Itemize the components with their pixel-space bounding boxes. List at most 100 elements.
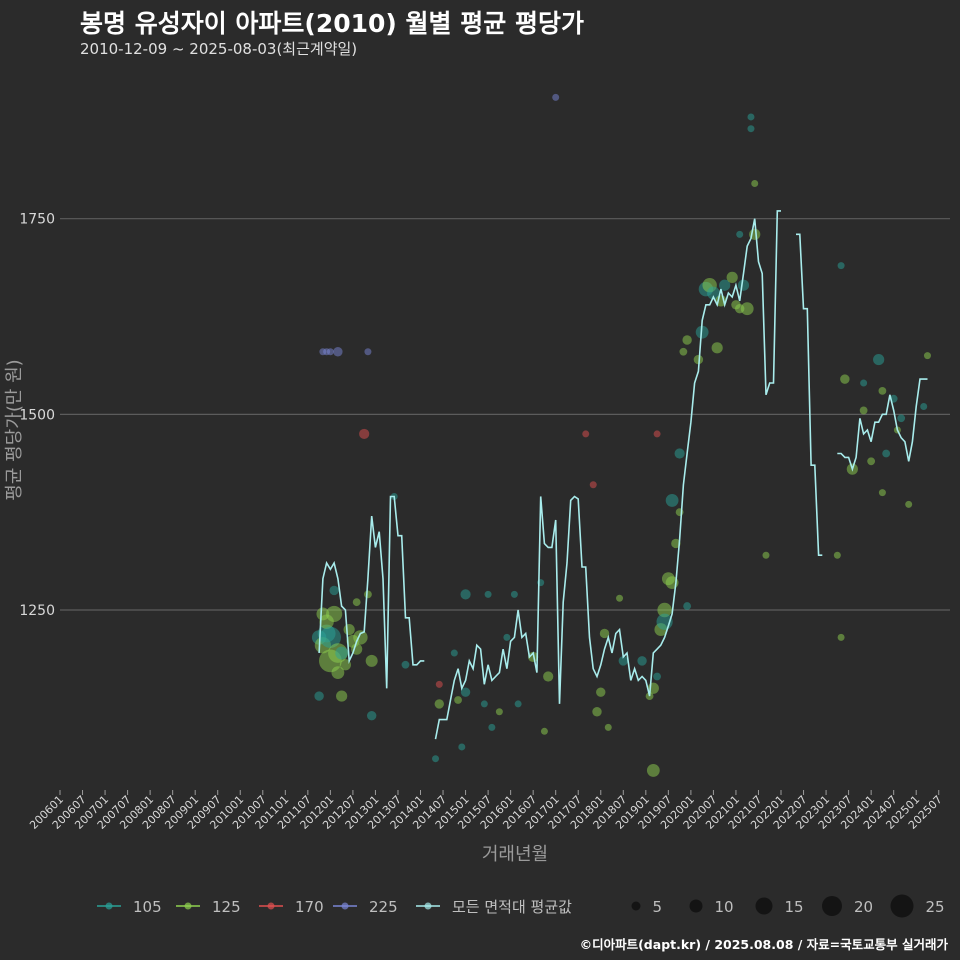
point-225 (552, 93, 560, 101)
x-tick-labels: 2006012006072007012007072008012008072009… (27, 790, 945, 832)
point-105 (366, 710, 377, 721)
legend-key-dot (184, 902, 192, 910)
point-170 (359, 428, 370, 440)
legend-key-dot (105, 902, 113, 910)
legend: 105 125 170 225 모든 면적대 평균값 5 10 15 20 25 (97, 894, 945, 918)
size-legend-label: 10 (715, 898, 734, 916)
point-125 (352, 598, 361, 607)
average-line (318, 210, 928, 740)
point-105 (920, 403, 928, 411)
source-credit: ©디아파트(dapt.kr) / 2025.08.08 / 자료=국토교통부 실… (579, 937, 948, 952)
point-105 (401, 660, 410, 669)
point-105 (683, 602, 692, 610)
legend-label-1: 125 (212, 898, 241, 916)
point-125 (867, 457, 876, 466)
point-105 (747, 113, 755, 121)
size-legend-label: 5 (653, 898, 663, 916)
point-105 (736, 230, 744, 238)
point-105 (674, 448, 685, 459)
point-125 (657, 602, 672, 618)
point-125 (751, 179, 759, 187)
point-105 (695, 325, 709, 339)
point-125 (837, 633, 845, 641)
legend-label-2: 170 (295, 898, 324, 916)
size-legend-dot (631, 901, 641, 911)
point-105 (653, 672, 661, 681)
point-170 (653, 430, 661, 438)
point-105 (488, 723, 496, 731)
point-170 (582, 430, 590, 438)
legend-label-4: 모든 면적대 평균값 (452, 898, 572, 916)
point-125 (339, 659, 352, 671)
point-125 (740, 302, 754, 316)
point-105 (503, 633, 511, 641)
legend-key-dot (267, 902, 275, 910)
point-105 (458, 743, 466, 751)
point-125 (682, 335, 692, 345)
point-105 (637, 656, 647, 666)
legend-label-3: 225 (369, 898, 398, 916)
point-105 (747, 125, 755, 133)
point-105 (665, 494, 679, 507)
point-105 (707, 286, 720, 300)
point-225 (333, 347, 343, 357)
point-225 (364, 348, 372, 356)
point-105 (882, 449, 891, 458)
point-125 (878, 386, 887, 395)
y-axis-title: 평균 평당가(만 원) (4, 359, 25, 500)
point-125 (646, 764, 660, 777)
point-125 (543, 671, 554, 682)
point-105 (480, 700, 488, 708)
point-105 (460, 687, 471, 697)
point-125 (495, 708, 503, 716)
point-125 (336, 690, 348, 702)
average-line-segment (837, 378, 928, 472)
point-105 (510, 590, 518, 598)
point-125 (735, 303, 745, 314)
grid-lines (60, 218, 950, 611)
point-105 (873, 353, 885, 366)
point-225 (326, 348, 334, 356)
point-125 (671, 538, 681, 549)
size-legend-dot (822, 896, 842, 916)
average-line-segment (796, 233, 823, 556)
point-105 (618, 656, 628, 666)
point-125 (540, 727, 548, 735)
chart-title: 봉명 유성자이 아파트(2010) 월별 평균 평당가 (80, 9, 584, 38)
y-tick-labels: 1250 1500 1750 (19, 212, 55, 619)
point-125 (905, 500, 913, 508)
point-125 (604, 723, 612, 731)
point-125 (762, 551, 770, 559)
point-125 (343, 623, 355, 636)
point-125 (596, 687, 606, 697)
size-legend-dot (689, 899, 703, 913)
point-125 (679, 347, 688, 356)
point-125 (353, 630, 368, 645)
legend-label-0: 105 (133, 898, 162, 916)
point-125 (693, 354, 704, 365)
point-105 (514, 700, 522, 708)
point-105 (719, 279, 731, 291)
size-legend-dot (755, 897, 773, 915)
point-125 (326, 605, 343, 623)
average-line-segment (434, 210, 781, 740)
y-tick-label: 1250 (19, 603, 55, 619)
legend-key-dot (341, 902, 349, 910)
point-125 (454, 696, 462, 704)
point-125 (434, 699, 444, 709)
average-line-segment (318, 495, 425, 689)
point-105 (484, 590, 492, 598)
point-170 (589, 481, 597, 489)
point-125 (711, 342, 723, 354)
point-125 (859, 406, 868, 415)
chart-subtitle: 2010-12-09 ~ 2025-08-03(최근계약일) (80, 40, 358, 58)
legend-key-dot (424, 902, 432, 910)
point-125 (616, 594, 624, 602)
y-tick-label: 1500 (19, 407, 55, 423)
point-125 (833, 551, 841, 559)
point-125 (365, 654, 378, 667)
point-105 (837, 262, 845, 270)
point-105 (314, 691, 324, 701)
point-125 (840, 374, 850, 384)
